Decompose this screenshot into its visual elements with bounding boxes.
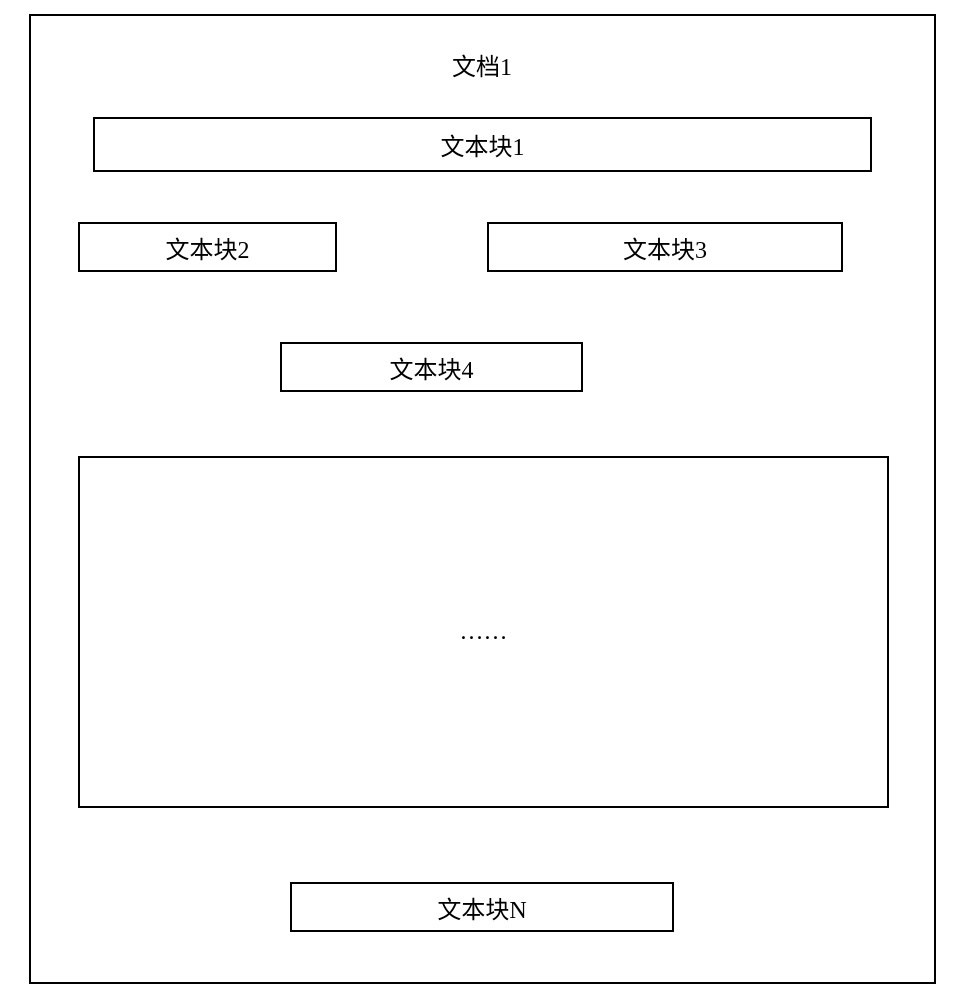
text-block-ellipsis: …… [78,456,889,808]
text-block-4: 文本块4 [280,342,583,392]
text-block-ellipsis-label: …… [460,619,508,646]
document-title: 文档1 [452,47,512,82]
text-block-2: 文本块2 [78,222,337,272]
text-block-3-label: 文本块3 [623,230,707,265]
text-block-1: 文本块1 [93,117,872,172]
text-block-n-label: 文本块N [437,890,526,925]
text-block-1-label: 文本块1 [441,127,525,162]
text-block-3: 文本块3 [487,222,843,272]
text-block-n: 文本块N [290,882,674,932]
text-block-2-label: 文本块2 [166,230,250,265]
text-block-4-label: 文本块4 [390,350,474,385]
